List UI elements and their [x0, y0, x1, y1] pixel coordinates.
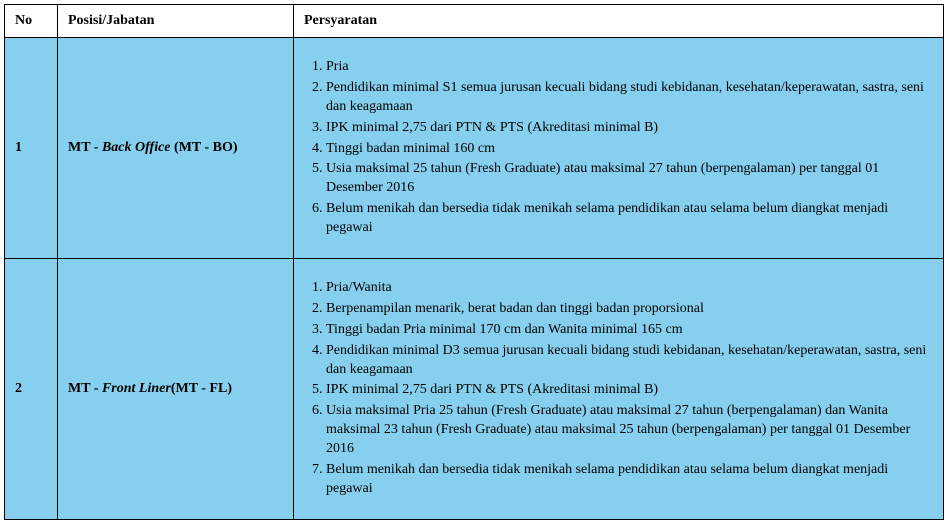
- requirement-item: Usia maksimal Pria 25 tahun (Fresh Gradu…: [326, 402, 933, 459]
- cell-requirements: Pria Pendidikan minimal S1 semua jurusan …: [294, 38, 944, 259]
- cell-position: MT - Back Office (MT - BO): [58, 38, 294, 259]
- header-no: No: [5, 5, 58, 38]
- requirement-item: IPK minimal 2,75 dari PTN & PTS (Akredit…: [326, 119, 933, 138]
- requirements-table: No Posisi/Jabatan Persyaratan 1MT - Back…: [4, 4, 944, 520]
- requirement-item: IPK minimal 2,75 dari PTN & PTS (Akredit…: [326, 381, 933, 400]
- position-italic: Back Office: [102, 140, 171, 155]
- table-row: 2MT - Front Liner(MT - FL)Pria/WanitaBer…: [5, 259, 944, 520]
- position-suffix: (MT - FL): [171, 381, 232, 396]
- header-position: Posisi/Jabatan: [58, 5, 294, 38]
- requirements-list: Pria Pendidikan minimal S1 semua jurusan …: [304, 58, 933, 238]
- cell-requirements: Pria/Wanita Berpenampilan menarik, berat …: [294, 259, 944, 520]
- position-prefix: MT -: [68, 381, 102, 396]
- requirement-item: Usia maksimal 25 tahun (Fresh Graduate) …: [326, 160, 933, 198]
- header-requirements: Persyaratan: [294, 5, 944, 38]
- cell-no: 1: [5, 38, 58, 259]
- requirement-item: Pendidikan minimal D3 semua jurusan kecu…: [326, 342, 933, 380]
- position-prefix: MT -: [68, 140, 102, 155]
- requirements-list: Pria/Wanita Berpenampilan menarik, berat …: [304, 279, 933, 499]
- position-suffix: (MT - BO): [171, 140, 238, 155]
- table-row: 1MT - Back Office (MT - BO)PriaPendidika…: [5, 38, 944, 259]
- cell-position: MT - Front Liner(MT - FL): [58, 259, 294, 520]
- requirement-item: Belum menikah dan bersedia tidak menikah…: [326, 461, 933, 499]
- requirement-item: Belum menikah dan bersedia tidak menikah…: [326, 200, 933, 238]
- requirement-item: Pendidikan minimal S1 semua jurusan kecu…: [326, 79, 933, 117]
- cell-no: 2: [5, 259, 58, 520]
- position-italic: Front Liner: [102, 381, 171, 396]
- requirement-item: Tinggi badan minimal 160 cm: [326, 140, 933, 159]
- requirement-item: Pria: [326, 58, 933, 77]
- table-header-row: No Posisi/Jabatan Persyaratan: [5, 5, 944, 38]
- requirement-item: Berpenampilan menarik, berat badan dan t…: [326, 300, 933, 319]
- requirement-item: Tinggi badan Pria minimal 170 cm dan Wan…: [326, 321, 933, 340]
- requirement-item: Pria/Wanita: [326, 279, 933, 298]
